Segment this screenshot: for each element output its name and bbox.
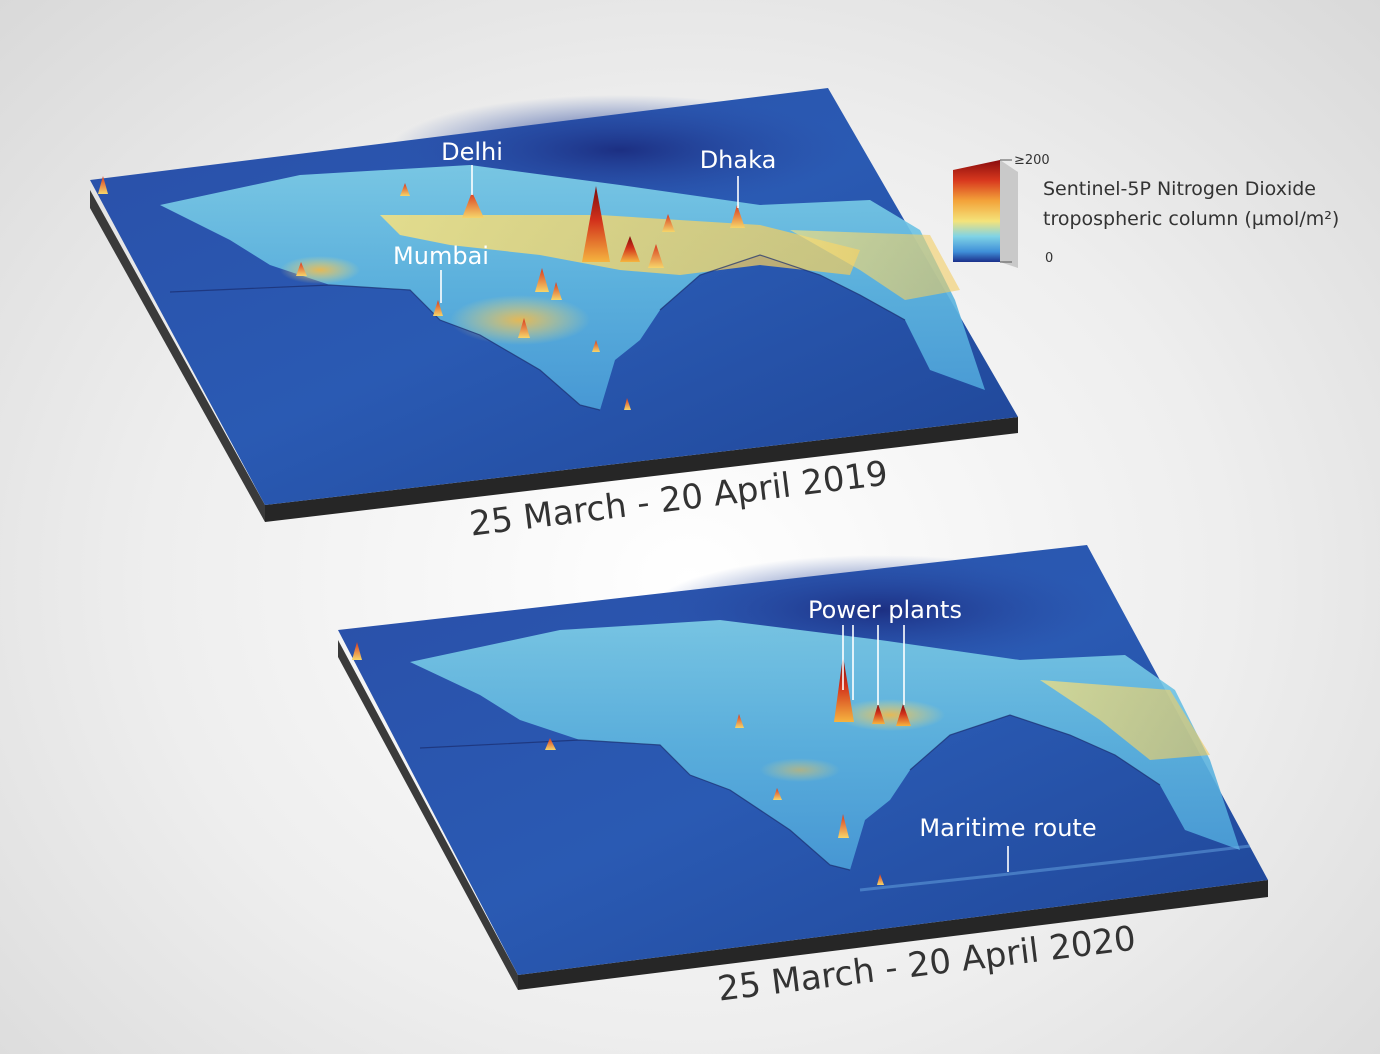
label-power-plants: Power plants bbox=[808, 596, 962, 624]
legend-title-line2: tropospheric column (µmol/m²) bbox=[1043, 208, 1339, 230]
legend: ≥200 0 Sentinel-5P Nitrogen Dioxide trop… bbox=[953, 153, 1339, 268]
label-maritime-route: Maritime route bbox=[919, 814, 1096, 842]
legend-title-line1: Sentinel-5P Nitrogen Dioxide bbox=[1043, 178, 1316, 200]
city-label-mumbai: Mumbai bbox=[393, 242, 489, 270]
map-panel-2019: Delhi Dhaka Mumbai 25 March - 20 April 2… bbox=[90, 88, 1018, 545]
legend-min-label: 0 bbox=[1045, 251, 1053, 266]
city-label-dhaka: Dhaka bbox=[700, 146, 777, 174]
city-label-delhi: Delhi bbox=[441, 138, 503, 166]
map-panel-2020: Power plants Maritime route 25 March - 2… bbox=[338, 545, 1268, 1010]
legend-max-label: ≥200 bbox=[1014, 153, 1050, 168]
